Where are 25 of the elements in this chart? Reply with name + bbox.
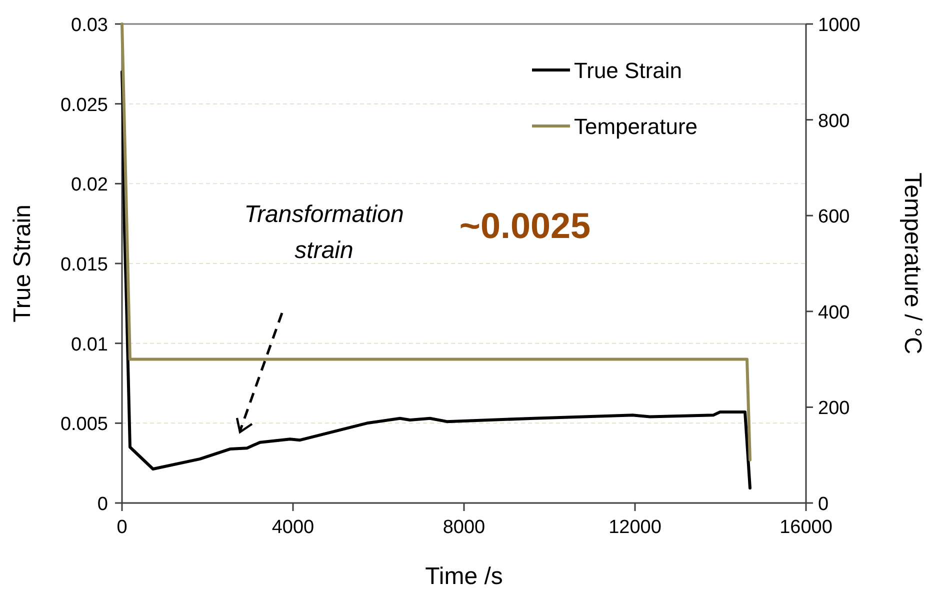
y-tick-label: 0.025 bbox=[60, 94, 108, 116]
y-axis-title: True Strain bbox=[9, 204, 36, 322]
y-tick-label: 0 bbox=[97, 494, 108, 515]
y2-tick-label: 400 bbox=[818, 302, 850, 324]
y-tick-label: 0.005 bbox=[60, 414, 108, 436]
x-axis-title: Time /s bbox=[425, 563, 503, 589]
y2-tick-label: 200 bbox=[818, 398, 850, 420]
y-tick-label: 0.02 bbox=[71, 174, 108, 196]
y2-tick-label: 800 bbox=[818, 110, 850, 132]
y-tick-label: 0.03 bbox=[71, 15, 108, 36]
y-tick-label: 0.01 bbox=[71, 334, 108, 356]
y2-tick-label: 600 bbox=[818, 206, 850, 228]
x-tick-label: 4000 bbox=[272, 517, 314, 538]
y2-tick-label: 0 bbox=[818, 494, 829, 515]
y-tick-label: 0.015 bbox=[60, 254, 108, 276]
y2-tick-label: 1000 bbox=[818, 15, 860, 36]
annotation: ~0.0025 bbox=[459, 205, 591, 246]
x-tick-label: 0 bbox=[116, 517, 128, 538]
legend-label: True Strain bbox=[574, 58, 682, 83]
annotation: Transformation strain bbox=[244, 201, 404, 264]
x-tick-label: 12000 bbox=[608, 517, 662, 538]
legend-label: Temperature bbox=[574, 114, 698, 139]
y2-axis-title: Temperature / °C bbox=[899, 172, 926, 354]
x-tick-label: 8000 bbox=[442, 517, 486, 538]
x-tick-label: 16000 bbox=[780, 517, 832, 538]
